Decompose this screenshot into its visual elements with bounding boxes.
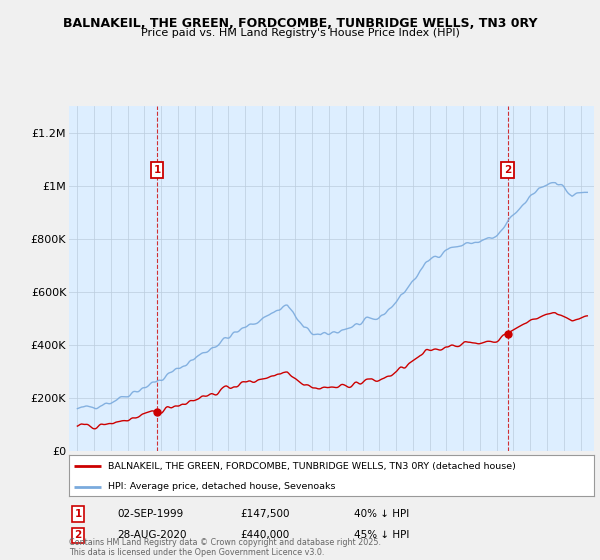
Text: 2: 2 [504, 165, 511, 175]
Text: £147,500: £147,500 [240, 509, 290, 519]
Text: £440,000: £440,000 [240, 530, 289, 540]
Text: 28-AUG-2020: 28-AUG-2020 [117, 530, 187, 540]
Text: HPI: Average price, detached house, Sevenoaks: HPI: Average price, detached house, Seve… [109, 482, 336, 491]
Text: 1: 1 [154, 165, 161, 175]
Text: 40% ↓ HPI: 40% ↓ HPI [354, 509, 409, 519]
Text: BALNAKEIL, THE GREEN, FORDCOMBE, TUNBRIDGE WELLS, TN3 0RY (detached house): BALNAKEIL, THE GREEN, FORDCOMBE, TUNBRID… [109, 461, 516, 470]
Text: 45% ↓ HPI: 45% ↓ HPI [354, 530, 409, 540]
Text: BALNAKEIL, THE GREEN, FORDCOMBE, TUNBRIDGE WELLS, TN3 0RY: BALNAKEIL, THE GREEN, FORDCOMBE, TUNBRID… [63, 17, 537, 30]
Text: 1: 1 [74, 509, 82, 519]
Text: Contains HM Land Registry data © Crown copyright and database right 2025.
This d: Contains HM Land Registry data © Crown c… [69, 538, 381, 557]
Text: 2: 2 [74, 530, 82, 540]
Text: Price paid vs. HM Land Registry's House Price Index (HPI): Price paid vs. HM Land Registry's House … [140, 28, 460, 38]
Text: 02-SEP-1999: 02-SEP-1999 [117, 509, 183, 519]
